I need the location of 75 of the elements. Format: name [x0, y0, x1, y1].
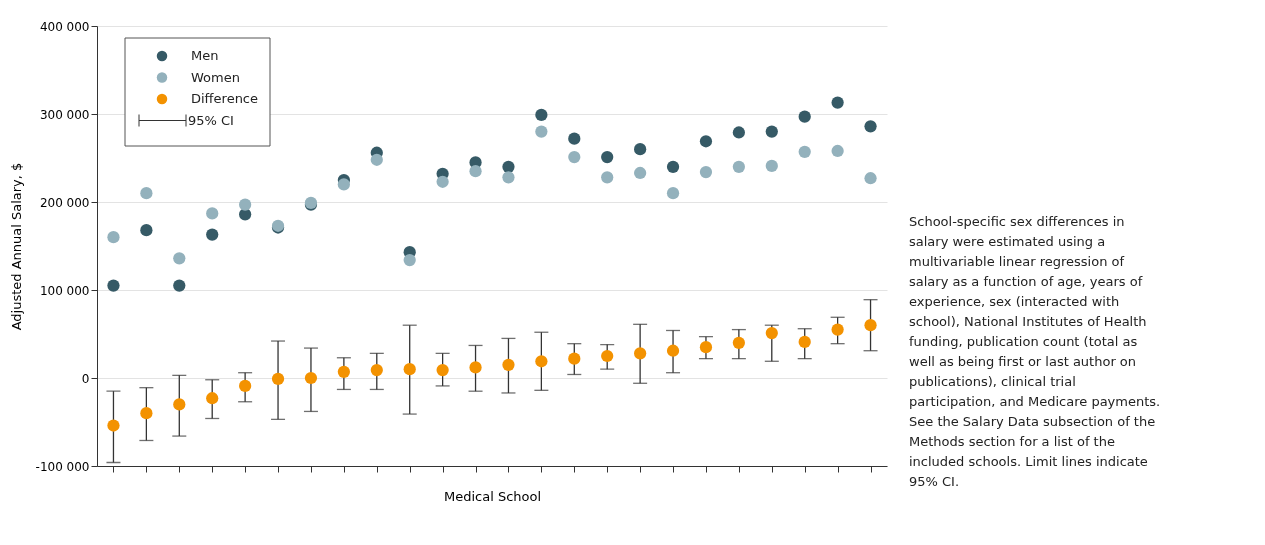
point: [699, 135, 713, 148]
point: [502, 358, 515, 371]
point: [568, 352, 581, 365]
point: [107, 279, 120, 292]
point: [798, 110, 811, 123]
point: [601, 151, 614, 164]
legend-label: Difference: [191, 91, 259, 106]
point: [206, 392, 219, 405]
point: [206, 228, 219, 241]
point: [370, 153, 383, 166]
point: [436, 363, 449, 377]
y-tick-label: 400 000: [39, 19, 90, 34]
point: [666, 160, 680, 173]
point: [634, 166, 647, 180]
point: [304, 371, 318, 385]
point: [502, 171, 515, 184]
point: [601, 171, 614, 184]
point: [732, 160, 745, 173]
point: [502, 160, 515, 173]
point: [666, 344, 680, 357]
point: [535, 125, 548, 138]
y-axis-title: Adjusted Annual Salary, $: [8, 162, 24, 331]
point: [436, 175, 449, 188]
y-tick-label: 0: [81, 371, 90, 386]
point: [173, 252, 186, 265]
point: [239, 379, 252, 393]
point: [864, 172, 877, 185]
point: [732, 336, 745, 349]
point: [831, 144, 844, 158]
y-tick-label: 100 000: [39, 283, 90, 298]
point: [140, 224, 153, 237]
point: [765, 159, 778, 173]
point: [634, 143, 647, 156]
point: [732, 126, 745, 139]
point: [271, 372, 285, 385]
point: [568, 151, 581, 164]
point: [568, 132, 581, 145]
point: [469, 165, 482, 178]
point: [206, 207, 219, 220]
y-tick-label: 200 000: [39, 195, 90, 210]
point: [107, 231, 120, 244]
point: [699, 165, 713, 179]
point: [864, 319, 877, 332]
point: [535, 355, 548, 368]
point: [634, 347, 647, 360]
point: [403, 253, 416, 267]
legend-label: Women: [191, 69, 240, 85]
legend-label: Men: [191, 48, 219, 63]
point: [173, 398, 186, 411]
point: [403, 363, 416, 376]
y-tick-label: -100 000: [35, 459, 90, 474]
point: [140, 187, 153, 200]
point: [370, 363, 383, 377]
point: [798, 335, 811, 349]
point: [864, 120, 877, 133]
point: [666, 187, 680, 200]
point: [535, 108, 548, 121]
point: [173, 279, 186, 292]
point: [337, 178, 350, 191]
point: [239, 198, 252, 211]
point: [765, 327, 778, 340]
point: [699, 341, 713, 354]
point: [337, 365, 350, 378]
y-tick-label: 300 000: [39, 107, 90, 122]
point: [140, 407, 153, 420]
point: [765, 125, 778, 138]
point: [831, 323, 844, 336]
x-axis-title: Medical School: [443, 489, 542, 504]
point: [601, 349, 614, 363]
annotation: 95% CI: [188, 112, 234, 128]
point: [798, 145, 811, 158]
text: School-specific sex differences in salary were estimated using a multivariable linear regression of salary as a function of age, years of experience, sex (interacted with school), National Institutes of Health funding, publication count (total as well as being first or last author on publications), clinical trial participation, and Medicare payments. See the Salary Data subsection of the Methods section for a list of the included schools. Limit lines indicate 95% CI.: [909, 214, 1161, 489]
point: [107, 419, 120, 432]
point: [469, 361, 482, 374]
point: [831, 96, 844, 109]
